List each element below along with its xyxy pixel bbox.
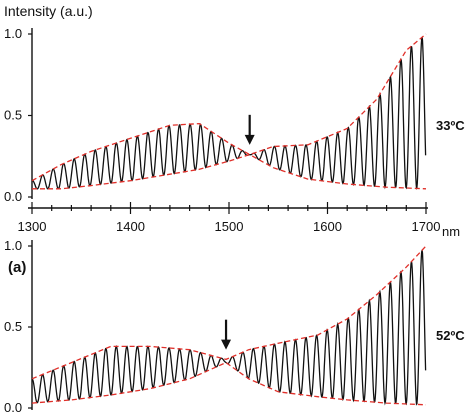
fringe-signal-line (31, 250, 427, 406)
x-tick-label: 1500 (215, 219, 244, 234)
x-unit-label: nm (442, 224, 460, 239)
y-tick-label: 0.0 (4, 189, 22, 204)
upper-envelope-line (31, 33, 427, 182)
x-tick-label: 1700 (412, 219, 441, 234)
y-tick-label: 0.5 (4, 108, 22, 123)
crossing-arrow (221, 319, 232, 350)
arrow-head (221, 339, 232, 350)
temperature-label-bottom: 52ºC (436, 328, 465, 343)
y-tick-label: 0.0 (4, 400, 22, 415)
upper-envelope-line (31, 245, 427, 380)
arrow-head (244, 134, 255, 145)
x-tick-label: 1600 (313, 219, 342, 234)
lower-envelope-line (31, 361, 427, 406)
y-tick-label: 0.5 (4, 319, 22, 334)
panel-tag-label: (a) (8, 259, 26, 276)
x-tick-label: 1400 (116, 219, 145, 234)
y-axis-title: Intensity (a.u.) (4, 3, 93, 19)
y-tick-label: 1.0 (4, 26, 22, 41)
lower-envelope-line (32, 153, 427, 190)
temperature-label-top: 33ºC (436, 118, 465, 133)
crossing-arrow (244, 114, 255, 145)
fringe-signal-line (31, 37, 427, 190)
x-tick-label: 1300 (18, 219, 47, 234)
y-tick-label: 1.0 (4, 238, 22, 253)
